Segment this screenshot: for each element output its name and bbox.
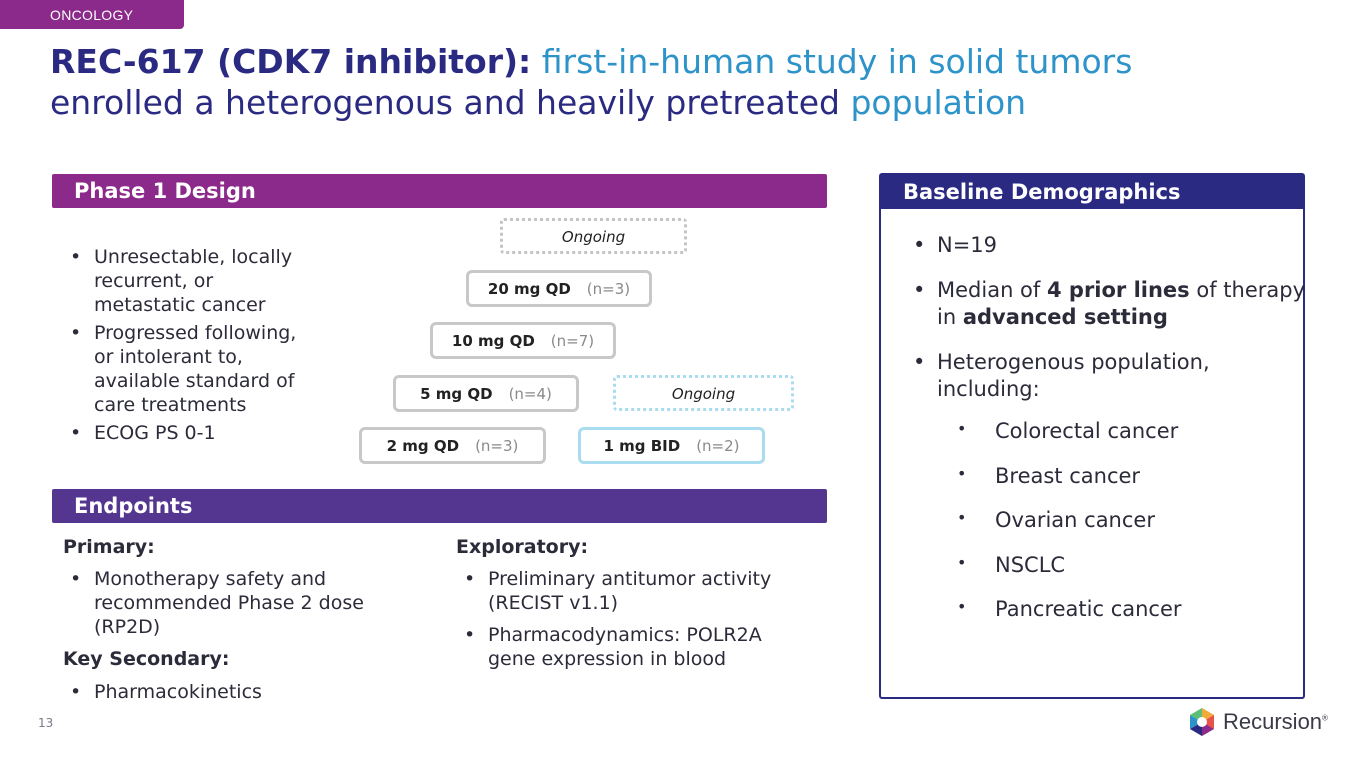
dose-label: 10 mg QD xyxy=(451,332,535,350)
list-item: N=19 xyxy=(905,232,1305,259)
list-item: Pharmacokinetics xyxy=(62,680,402,704)
recursion-logo: Recursion® xyxy=(1188,706,1328,738)
list-item: Breast cancer xyxy=(957,464,1182,509)
section-tag: ONCOLOGY xyxy=(0,0,184,29)
list-item: Pancreatic cancer xyxy=(957,597,1182,642)
dose-box-10mg: 10 mg QD (n=7) xyxy=(430,322,616,359)
design-criteria-list: Unresectable, locally recurrent, or meta… xyxy=(62,245,312,449)
baseline-demographics-panel: Baseline Demographics N=19 Median of 4 p… xyxy=(879,173,1305,699)
dose-n: (n=4) xyxy=(508,385,552,403)
median-text-mid: of therapy in xyxy=(937,278,1306,329)
list-item: Heterogenous population, including: xyxy=(905,349,1305,403)
primary-label: Primary: xyxy=(63,536,155,558)
list-item: Median of 4 prior lines of therapy in ad… xyxy=(905,277,1305,331)
dose-n: (n=2) xyxy=(696,437,740,455)
list-item: Pharmacodynamics: POLR2A gene expression… xyxy=(456,623,806,671)
list-item: ECOG PS 0-1 xyxy=(62,421,312,445)
dose-box-2mg: 2 mg QD (n=3) xyxy=(359,427,546,464)
dose-box-5mg: 5 mg QD (n=4) xyxy=(393,375,579,412)
ongoing-top-box: Ongoing xyxy=(500,218,687,254)
recursion-hexagon-icon xyxy=(1190,708,1214,736)
dose-box-1mg-bid: 1 mg BID (n=2) xyxy=(578,427,765,464)
dose-box-20mg: 20 mg QD (n=3) xyxy=(466,270,652,307)
median-bold-setting: advanced setting xyxy=(962,305,1168,329)
phase-design-header: Phase 1 Design xyxy=(52,174,827,208)
list-item: Progressed following, or intolerant to, … xyxy=(62,321,312,417)
ongoing-label: Ongoing xyxy=(561,228,626,246)
primary-list: Monotherapy safety and recommended Phase… xyxy=(62,567,402,639)
ongoing-label: Ongoing xyxy=(671,385,736,403)
list-item: Unresectable, locally recurrent, or meta… xyxy=(62,245,312,317)
secondary-label: Key Secondary: xyxy=(63,648,230,670)
dose-label: 20 mg QD xyxy=(487,280,571,298)
logo-registered-mark: ® xyxy=(1322,713,1328,723)
logo-wordmark: Recursion® xyxy=(1223,709,1328,735)
dose-n: (n=3) xyxy=(475,437,519,455)
dose-n: (n=7) xyxy=(550,332,595,350)
list-item: Ovarian cancer xyxy=(957,508,1182,553)
list-item: NSCLC xyxy=(957,553,1182,598)
cancer-type-list: Colorectal cancer Breast cancer Ovarian … xyxy=(957,419,1182,642)
baseline-header: Baseline Demographics xyxy=(881,175,1303,209)
dose-label: 2 mg QD xyxy=(386,437,460,455)
exploratory-label: Exploratory: xyxy=(456,536,589,558)
list-item: Monotherapy safety and recommended Phase… xyxy=(62,567,402,639)
list-item: Preliminary antitumor activity (RECIST v… xyxy=(456,567,806,615)
dose-n: (n=3) xyxy=(586,280,631,298)
median-text-pre: Median of xyxy=(937,278,1047,302)
dose-label: 1 mg BID xyxy=(603,437,681,455)
dose-label: 5 mg QD xyxy=(420,385,493,403)
baseline-list: N=19 Median of 4 prior lines of therapy … xyxy=(905,232,1305,421)
page-title: REC-617 (CDK7 inhibitor): first-in-human… xyxy=(50,41,1310,123)
ongoing-bid-box: Ongoing xyxy=(613,375,794,411)
list-item: Colorectal cancer xyxy=(957,419,1182,464)
title-line2-light: population xyxy=(850,83,1027,122)
endpoints-header: Endpoints xyxy=(52,489,827,523)
median-bold-lines: 4 prior lines xyxy=(1046,278,1190,302)
page-number: 13 xyxy=(38,716,54,730)
title-bold: REC-617 (CDK7 inhibitor): xyxy=(50,42,532,81)
title-line2-dark: enrolled a heterogenous and heavily pret… xyxy=(50,83,840,122)
exploratory-list: Preliminary antitumor activity (RECIST v… xyxy=(456,567,806,671)
logo-word: Recursion xyxy=(1223,709,1323,734)
title-line1-light: first-in-human study in solid tumors xyxy=(541,42,1133,81)
secondary-list: Pharmacokinetics xyxy=(62,680,402,704)
